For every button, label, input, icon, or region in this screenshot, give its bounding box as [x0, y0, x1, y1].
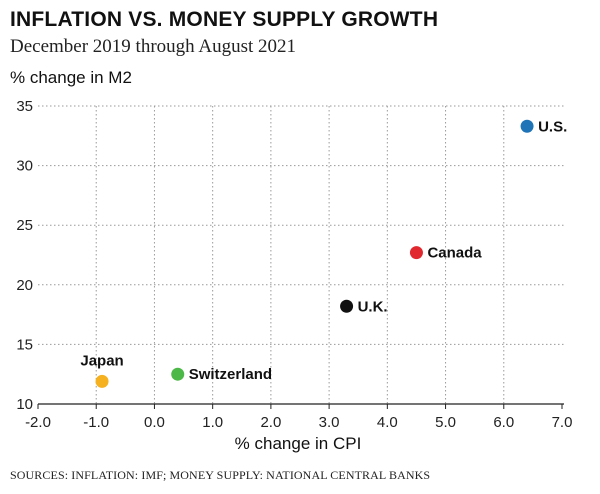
- data-points: U.S. Canada U.K. Switzerland Japan: [80, 118, 567, 388]
- x-tick-label: 1.0: [202, 414, 223, 431]
- y-tick-label: 20: [16, 277, 33, 294]
- data-point-label: Japan: [80, 352, 123, 369]
- x-axis-ticks: -2.0 -1.0 0.0 1.0 2.0 3.0 4.0 5.0 6.0 7.0: [25, 404, 572, 431]
- chart-subtitle: December 2019 through August 2021: [10, 36, 297, 57]
- y-tick-label: 35: [16, 98, 33, 115]
- x-tick-label: -2.0: [25, 414, 51, 431]
- y-axis-ticks: 35 30 25 20 15 10: [16, 98, 33, 413]
- x-tick-label: 3.0: [319, 414, 340, 431]
- data-point-label: Canada: [427, 245, 482, 262]
- data-point: [409, 246, 423, 260]
- data-point-label: Switzerland: [189, 366, 272, 383]
- data-point: [520, 119, 534, 133]
- x-axis-label: % change in CPI: [234, 434, 362, 453]
- source-note: SOURCES: INFLATION: IMF; MONEY SUPPLY: N…: [10, 468, 431, 482]
- y-tick-label: 30: [16, 158, 33, 175]
- x-tick-label: 4.0: [377, 414, 398, 431]
- data-point: [340, 299, 354, 313]
- data-point: [95, 374, 109, 388]
- y-tick-label: 25: [16, 217, 33, 234]
- x-tick-label: -1.0: [83, 414, 109, 431]
- chart-title: INFLATION VS. MONEY SUPPLY GROWTH: [10, 8, 439, 31]
- data-point-label: U.S.: [538, 118, 567, 135]
- x-tick-label: 6.0: [493, 414, 514, 431]
- grid-lines: [38, 105, 564, 405]
- x-tick-label: 7.0: [552, 414, 573, 431]
- data-point-label: U.K.: [358, 298, 388, 315]
- data-point: [171, 367, 185, 381]
- x-tick-label: 5.0: [435, 414, 456, 431]
- y-axis-label: % change in M2: [10, 68, 132, 87]
- y-tick-label: 10: [16, 396, 33, 413]
- y-tick-label: 15: [16, 336, 33, 353]
- x-tick-label: 0.0: [144, 414, 165, 431]
- x-tick-label: 2.0: [260, 414, 281, 431]
